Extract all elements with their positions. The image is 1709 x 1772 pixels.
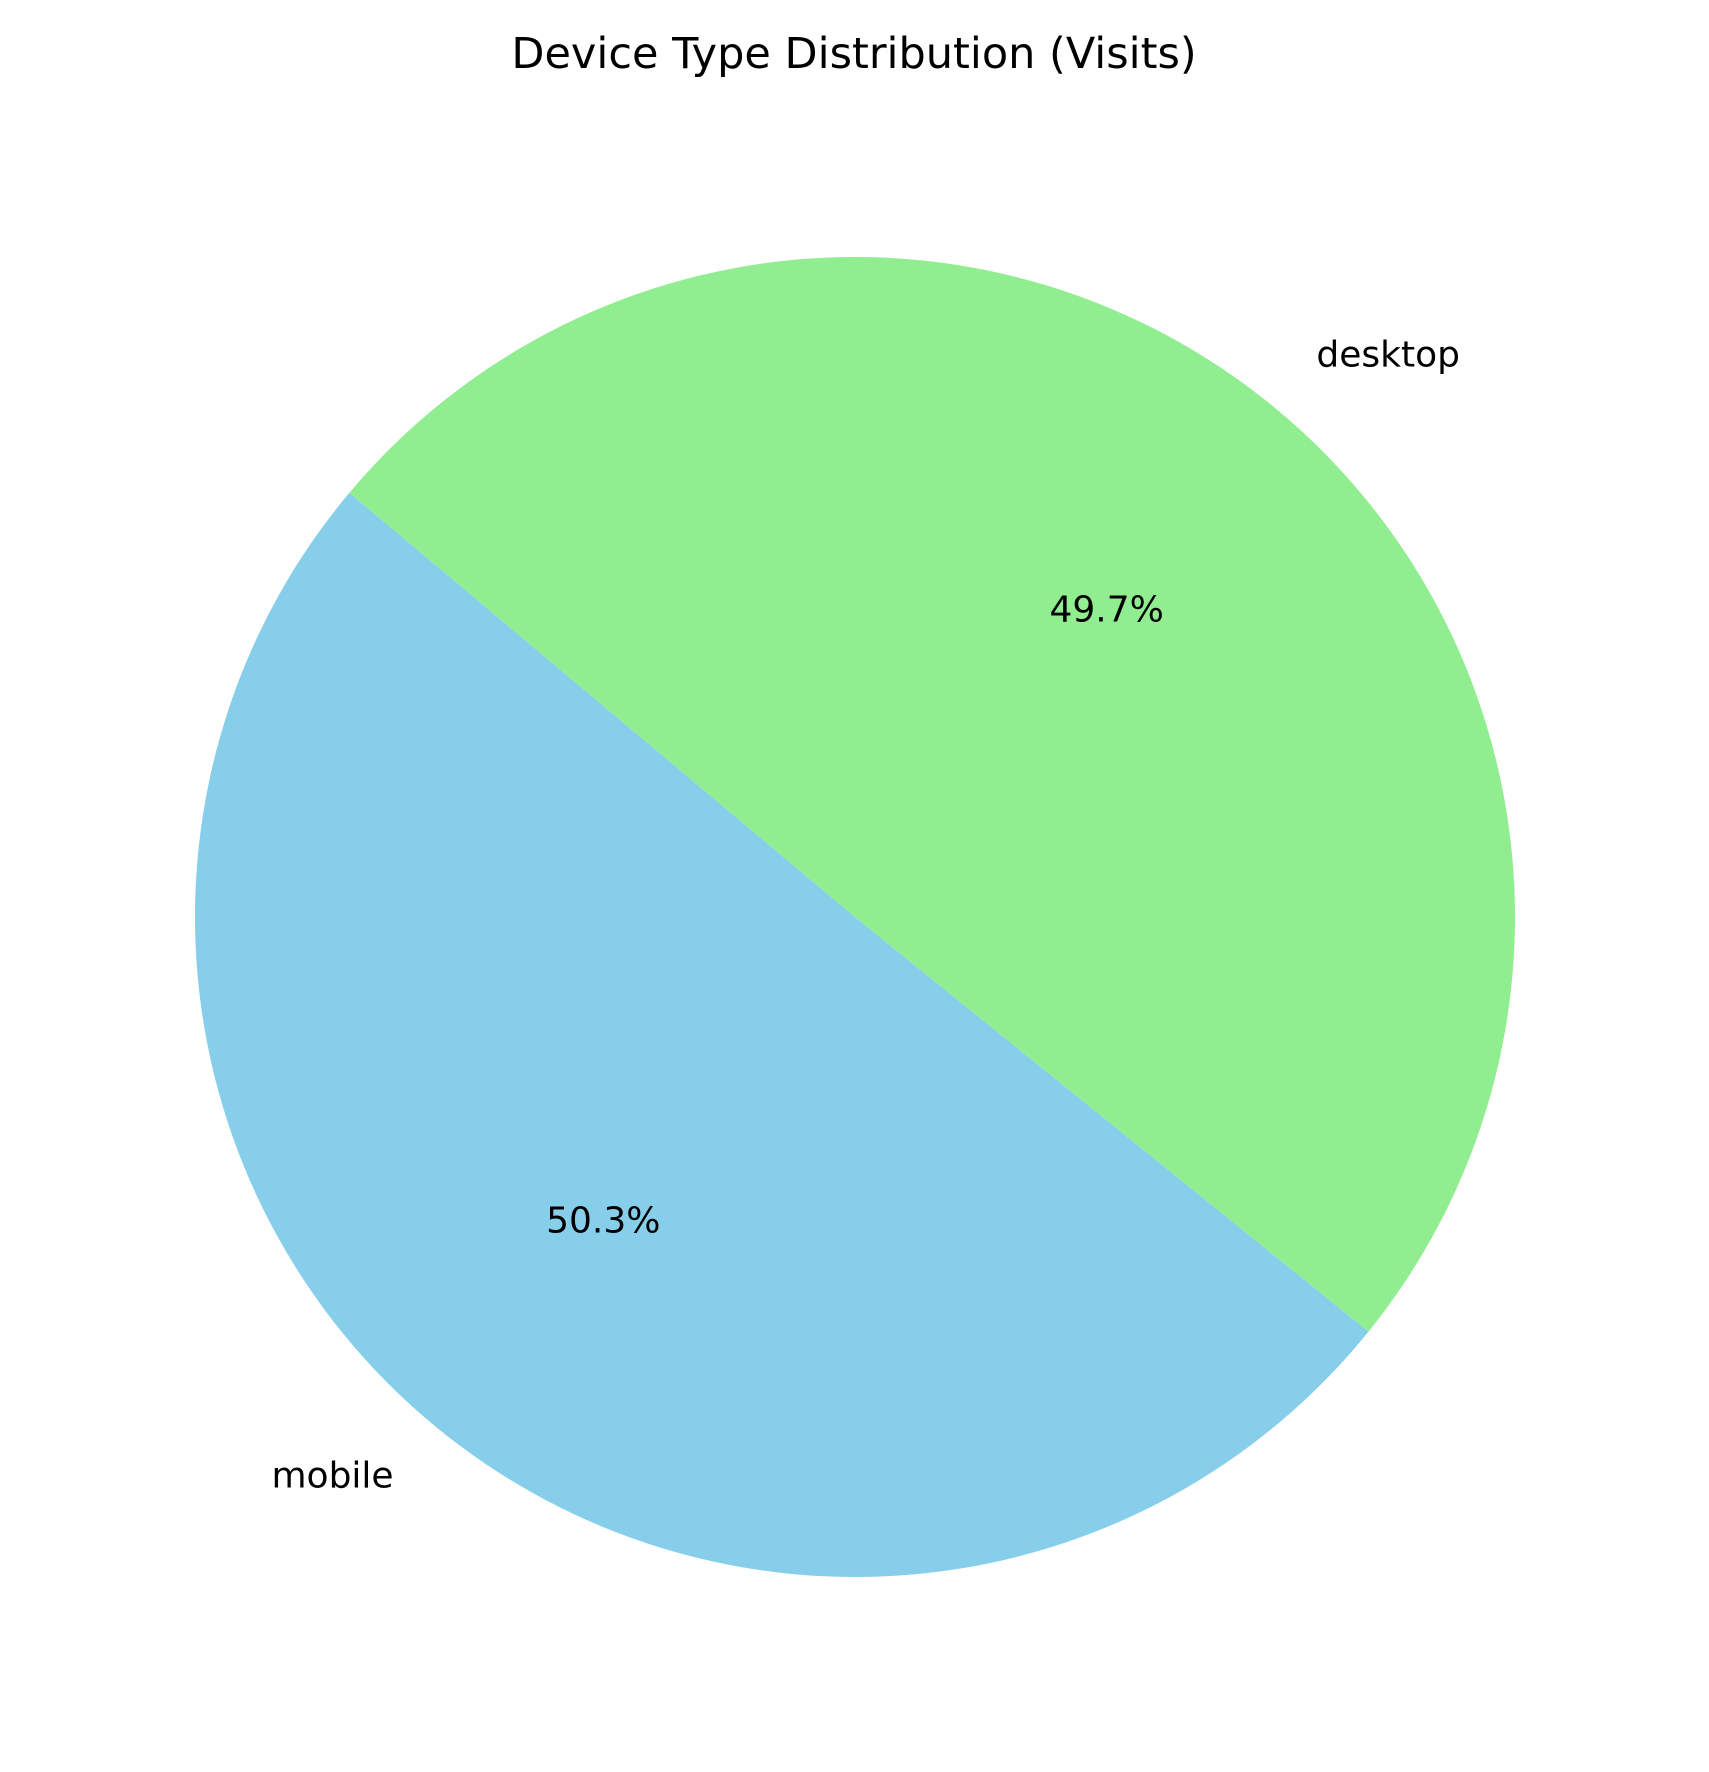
slice-percent-mobile: 50.3% — [546, 1201, 660, 1242]
slice-percent-desktop: 49.7% — [1049, 589, 1163, 630]
pie-slice-mobile — [194, 492, 1369, 1578]
slice-label-desktop: desktop — [1316, 334, 1460, 375]
slice-label-mobile: mobile — [271, 1456, 393, 1497]
chart-title: Device Type Distribution (Visits) — [511, 29, 1196, 79]
pie-slice-desktop — [349, 257, 1515, 1332]
pie-slices — [194, 257, 1515, 1578]
pie-labels: mobile 50.3% desktop 49.7% — [271, 334, 1460, 1496]
